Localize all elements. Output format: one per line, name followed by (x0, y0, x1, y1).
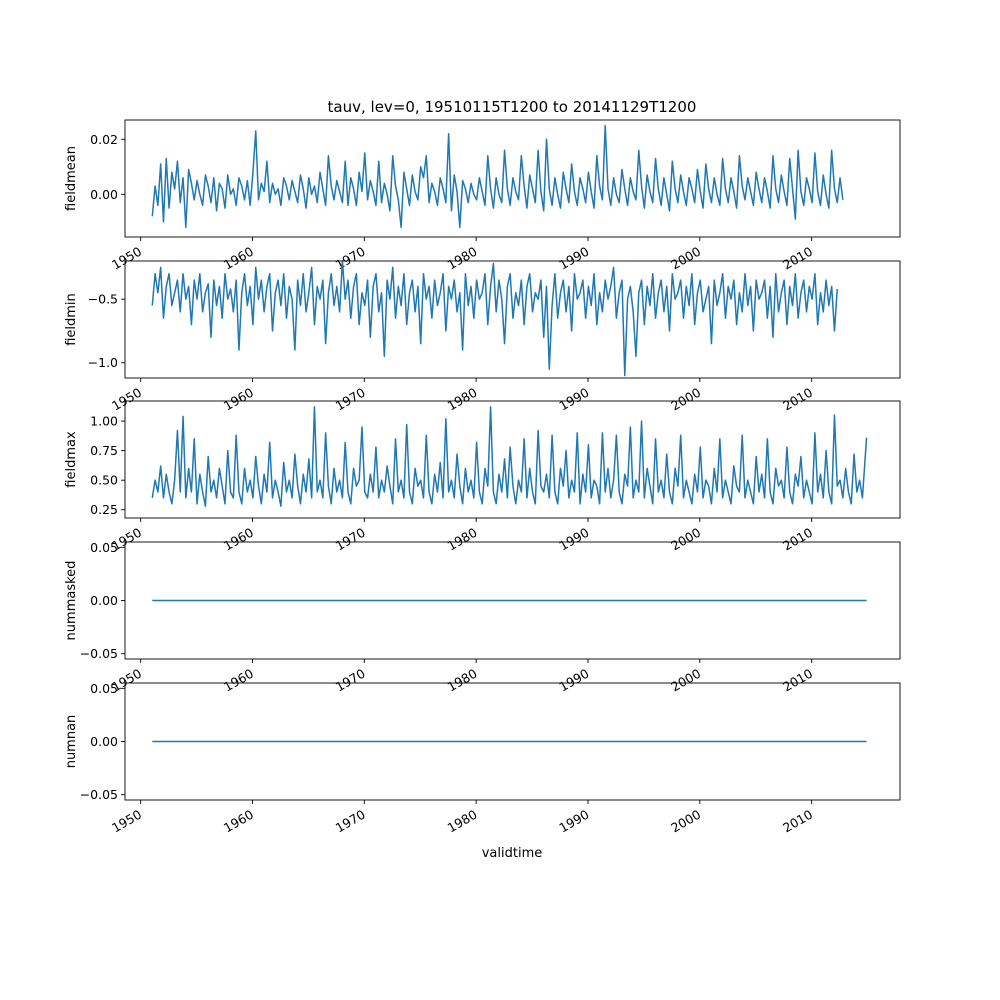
y-axis-label-fieldmin: fieldmin (64, 293, 79, 346)
y-tick-label: 1.00 (90, 414, 118, 429)
x-axis-label: validtime (482, 846, 543, 861)
y-tick-label: 0.75 (90, 443, 118, 458)
y-tick-label: −0.05 (80, 646, 118, 661)
y-tick-label: 0.00 (90, 187, 118, 202)
y-tick-label: 0.05 (90, 681, 118, 696)
y-tick-label: −0.05 (80, 787, 118, 802)
y-tick-label: −1.0 (88, 355, 118, 370)
y-tick-label: −0.5 (88, 292, 118, 307)
series-line-fieldmax (151, 406, 868, 507)
y-axis-label-numnan: numnan (64, 715, 79, 769)
series-line-fieldmin (151, 260, 839, 377)
y-tick-label: 0.50 (90, 473, 118, 488)
y-axis-label-fieldmax: fieldmax (64, 431, 79, 488)
y-axis-label-nummasked: nummasked (64, 561, 79, 641)
axes-frame (124, 119, 901, 238)
chart-title: tauv, lev=0, 19510115T1200 to 20141129T1… (328, 98, 697, 116)
axes-frame (124, 260, 901, 379)
axes-frame (124, 400, 901, 519)
y-tick-label: 0.00 (90, 734, 118, 749)
y-tick-label: 0.05 (90, 540, 118, 555)
y-tick-label: 0.25 (90, 502, 118, 517)
y-axis-label-fieldmean: fieldmean (64, 146, 79, 211)
y-tick-label: 0.00 (90, 593, 118, 608)
series-line-fieldmean (151, 124, 844, 229)
y-tick-label: 0.02 (90, 132, 118, 147)
